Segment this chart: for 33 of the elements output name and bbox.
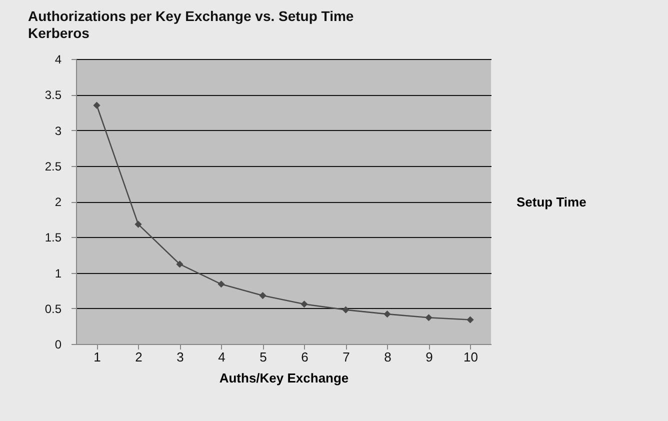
- point: [300, 300, 308, 308]
- y-tick-label: 0.5: [44, 302, 62, 316]
- x-tick-label: 10: [464, 350, 478, 364]
- y-tick-label: 1.5: [44, 230, 62, 245]
- x-tick-label: 8: [384, 350, 392, 364]
- point: [176, 260, 184, 268]
- y-tick-label: 2.5: [44, 159, 62, 174]
- point: [425, 314, 432, 322]
- x-tick-label: 9: [426, 350, 433, 364]
- point: [466, 316, 474, 324]
- x-tick-label: 5: [260, 350, 267, 364]
- point: [134, 220, 142, 228]
- y-tick-label: 1: [54, 266, 62, 280]
- chart-subtitle: Kerberos: [28, 25, 90, 41]
- x-tick-label: 4: [218, 350, 226, 364]
- point: [384, 310, 391, 318]
- x-tick-label: 2: [135, 350, 142, 364]
- x-tick-label: 7: [342, 350, 350, 364]
- chart-title: Authorizations per Key Exchange vs. Setup Time: [28, 8, 354, 24]
- point: [93, 102, 100, 109]
- x-tick-label: 3: [176, 350, 184, 364]
- y-tick-label: 2: [54, 195, 62, 209]
- y-tick-label: 4: [54, 52, 62, 66]
- x-tick-label: 6: [301, 350, 308, 364]
- point: [342, 306, 350, 314]
- y-tick-label: 0: [54, 338, 62, 352]
- point: [218, 280, 225, 288]
- y-tick-label: 3.5: [44, 88, 62, 102]
- y-axis-title: Setup Time: [516, 194, 586, 210]
- point: [259, 292, 266, 300]
- x-tick-label: 1: [94, 350, 101, 364]
- x-axis-title: Auths/Key Exchange: [219, 370, 349, 386]
- y-tick-label: 3: [54, 124, 62, 138]
